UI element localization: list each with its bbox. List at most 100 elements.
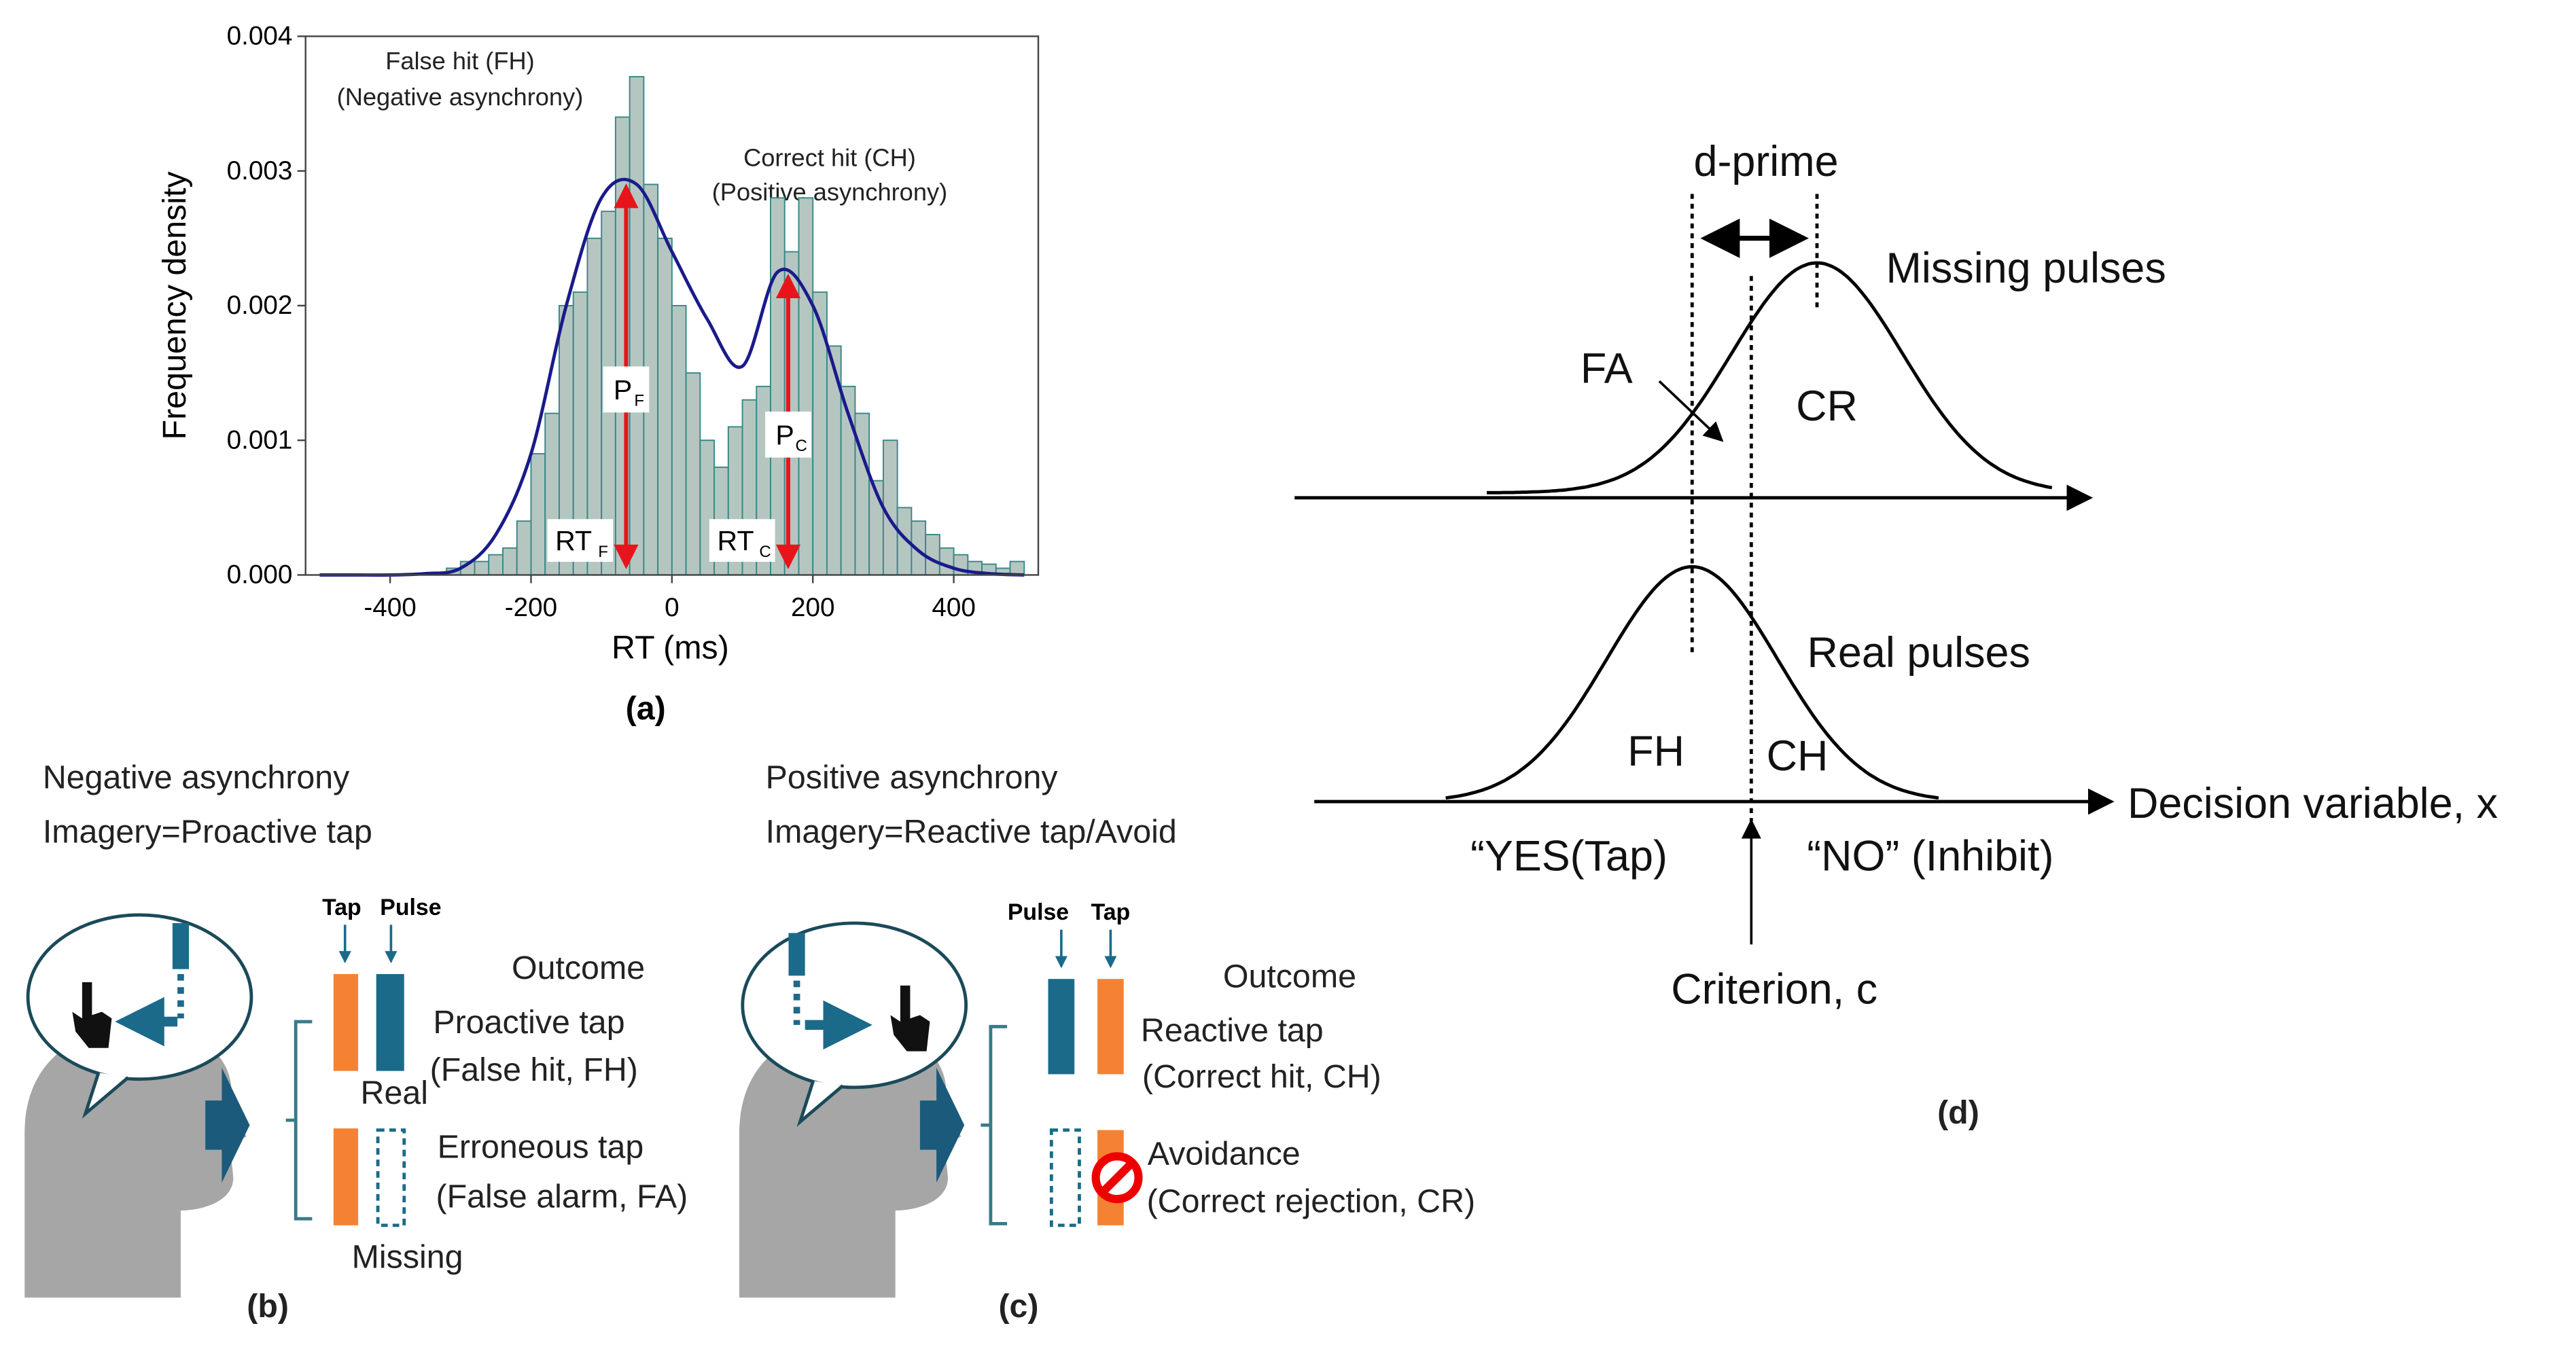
tap-bar: [333, 1128, 359, 1225]
outcome-label: Outcome: [1223, 958, 1356, 994]
panel-label: (b): [247, 1288, 289, 1325]
pulse-label: Real: [361, 1075, 428, 1111]
annotation: (Negative asynchrony): [337, 83, 584, 111]
peak-label: P: [775, 419, 794, 450]
outcome-detail: (Correct rejection, CR): [1147, 1183, 1476, 1220]
rt-label-sub: F: [598, 543, 608, 561]
x-tick-label: 0: [665, 593, 680, 622]
bar: [516, 520, 532, 576]
x-axis-label: RT (ms): [612, 630, 729, 666]
bar-label: Pulse: [1008, 899, 1069, 925]
label: Real pulses: [1807, 629, 2030, 677]
bubble-tail: [82, 1072, 130, 1119]
head: [739, 1026, 961, 1298]
bar: [925, 533, 940, 576]
outcome-title: Proactive tap: [433, 1004, 624, 1041]
label: CH: [1767, 732, 1829, 780]
annotation: (Positive asynchrony): [712, 178, 948, 206]
pulse-bar: [376, 973, 404, 1071]
label: FA: [1581, 345, 1633, 393]
pulse-label: Missing: [352, 1239, 463, 1276]
x-tick-label: -200: [505, 593, 557, 622]
chevron: [919, 1067, 965, 1183]
bar: [629, 75, 645, 576]
heading: Imagery=Reactive tap/Avoid: [766, 814, 1177, 850]
y-tick-label: 0.002: [227, 291, 293, 320]
y-axis-label: Frequency density: [156, 171, 193, 440]
label: Criterion, c: [1671, 965, 1877, 1013]
bar: [671, 304, 687, 576]
peak-label: P: [614, 374, 632, 406]
chevron: [205, 1067, 250, 1183]
bar: [685, 372, 701, 576]
tap-bar: [333, 973, 359, 1071]
rt-label-sub: C: [759, 543, 771, 561]
y-tick-label: 0.004: [227, 22, 293, 51]
missing-bar: [376, 1128, 406, 1227]
panel-d: [1294, 194, 2115, 945]
y-tick-label: 0.000: [227, 560, 293, 590]
thought-bubble: [741, 921, 968, 1090]
hand-icon: [890, 985, 930, 1052]
outcome-title: Erroneous tap: [438, 1129, 644, 1166]
label: d-prime: [1694, 138, 1839, 185]
x-tick-label: 400: [932, 593, 976, 622]
bar: [1009, 560, 1025, 576]
bubble-tail: [796, 1080, 844, 1127]
bracket: [285, 1020, 313, 1221]
inhibit-slash: [1099, 1160, 1135, 1196]
pulse-icon: [788, 933, 805, 976]
rt-label: RT: [718, 525, 754, 556]
density-curve: [319, 177, 1025, 577]
label-box: [765, 411, 811, 458]
outcome-title: Reactive tap: [1141, 1012, 1324, 1049]
missing-bar: [1049, 1128, 1081, 1227]
bar: [770, 197, 786, 576]
axis-label: Decision variable, x: [2128, 780, 2498, 827]
outcome-detail: (False alarm, FA): [436, 1178, 688, 1215]
histogram-panel: Frequency density RT (ms) (a) False hit …: [156, 22, 1040, 727]
bar: [657, 237, 673, 576]
pulse-icon: [172, 922, 190, 969]
bar: [488, 554, 504, 576]
bar: [798, 197, 814, 576]
outcome-title: Avoidance: [1148, 1135, 1301, 1172]
panel-b: Negative asynchrony Imagery=Proactive ta…: [24, 759, 688, 1325]
bracket: [981, 1024, 1008, 1225]
bar-label: Tap: [322, 895, 361, 920]
panel-label: (a): [626, 690, 666, 727]
bar-label: Pulse: [380, 895, 441, 920]
label-box: [709, 519, 775, 562]
panel-label: (c): [998, 1288, 1038, 1325]
bar: [938, 547, 955, 576]
bar: [530, 453, 546, 576]
peak-label-sub: F: [634, 392, 644, 410]
panel-d-text: d-prime Missing pulses FA CR Real pulses…: [1470, 138, 2498, 1131]
label: “YES(Tap): [1470, 833, 1668, 880]
heading: Imagery=Proactive tap: [43, 814, 372, 850]
panel-label: (d): [1937, 1094, 1979, 1131]
y-tick-label: 0.003: [227, 156, 293, 185]
heading: Negative asynchrony: [43, 759, 350, 796]
label-box: [603, 366, 650, 413]
fa-arrow: [1658, 380, 1724, 442]
bar-label: Tap: [1091, 899, 1131, 925]
x-tick-label: 200: [791, 593, 835, 622]
distribution-curve: [1487, 261, 2053, 495]
bar: [502, 547, 518, 576]
distribution-curve: [1445, 564, 1939, 800]
annotation: Correct hit (CH): [743, 143, 916, 171]
label: “NO” (Inhibit): [1807, 833, 2053, 880]
outcome-label: Outcome: [512, 950, 645, 986]
panel-c: Positive asynchrony Imagery=Reactive tap…: [739, 759, 1475, 1325]
outcome-detail: (Correct hit, CH): [1142, 1058, 1381, 1095]
hand-icon: [72, 982, 112, 1048]
x-tick-label: -400: [364, 593, 416, 622]
bar: [882, 439, 898, 576]
annotation: False hit (FH): [385, 47, 535, 75]
label: Missing pulses: [1886, 245, 2166, 292]
outcome-detail: (False hit, FH): [430, 1052, 638, 1088]
rt-label: RT: [555, 525, 592, 556]
